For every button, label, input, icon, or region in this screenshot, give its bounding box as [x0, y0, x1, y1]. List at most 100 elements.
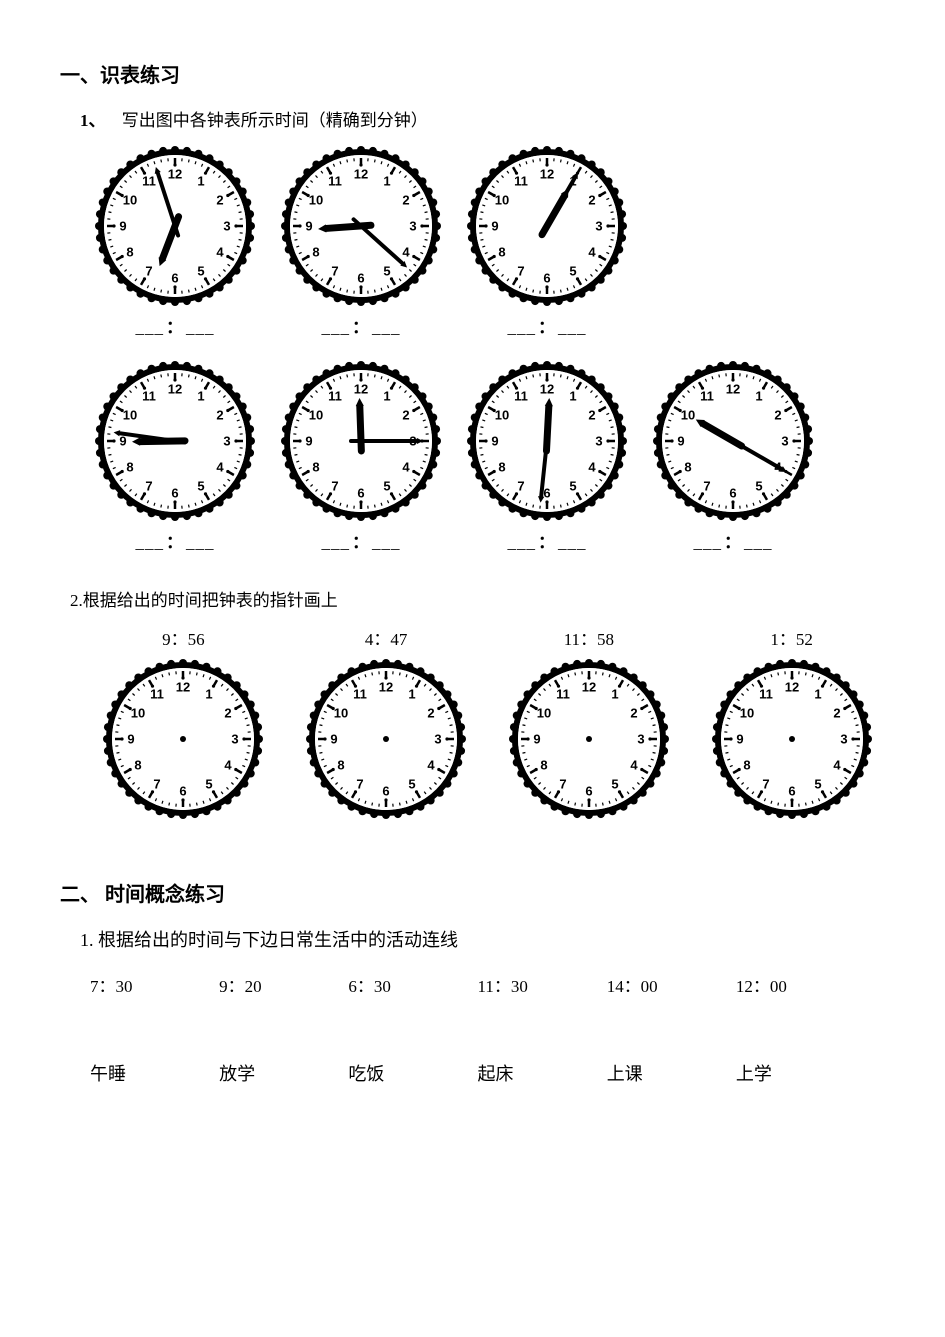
q1-num: 1、	[80, 111, 106, 130]
svg-text:8: 8	[126, 245, 133, 260]
svg-text:11: 11	[514, 389, 528, 404]
svg-text:12: 12	[354, 382, 368, 397]
svg-text:7: 7	[154, 776, 161, 791]
svg-text:10: 10	[123, 193, 137, 208]
svg-text:6: 6	[543, 486, 550, 501]
svg-text:9: 9	[305, 434, 312, 449]
svg-text:3: 3	[232, 731, 239, 746]
svg-text:4: 4	[428, 757, 436, 772]
svg-text:2: 2	[588, 193, 595, 208]
svg-text:2: 2	[216, 408, 223, 423]
match-activity: 吃饭	[348, 1060, 477, 1089]
q1-text: 写出图中各钟表所示时间（精确到分钟）	[122, 111, 428, 130]
svg-text:5: 5	[755, 479, 762, 494]
svg-text:7: 7	[331, 479, 338, 494]
svg-text:5: 5	[383, 264, 390, 279]
svg-text:6: 6	[180, 783, 187, 798]
svg-text:7: 7	[559, 776, 566, 791]
svg-text:8: 8	[135, 757, 142, 772]
time-label: 1：52	[770, 626, 813, 653]
q2-label: 2.根据给出的时间把钟表的指针画上	[70, 587, 885, 614]
svg-text:12: 12	[379, 679, 393, 694]
svg-text:11: 11	[151, 686, 165, 701]
svg-text:11: 11	[514, 174, 528, 189]
svg-text:8: 8	[743, 757, 750, 772]
svg-text:7: 7	[145, 264, 152, 279]
svg-text:9: 9	[491, 434, 498, 449]
svg-text:1: 1	[383, 174, 390, 189]
svg-text:9: 9	[128, 731, 135, 746]
svg-text:10: 10	[495, 193, 509, 208]
svg-text:3: 3	[595, 434, 602, 449]
svg-text:10: 10	[131, 705, 145, 720]
svg-text:6: 6	[788, 783, 795, 798]
match-time: 12：00	[736, 973, 865, 1000]
svg-text:5: 5	[409, 776, 416, 791]
svg-text:6: 6	[357, 271, 364, 286]
match-time: 7：30	[90, 973, 219, 1000]
svg-text:10: 10	[334, 705, 348, 720]
match-activity: 上学	[736, 1060, 865, 1089]
answer-blank: ___：___	[508, 314, 587, 341]
answer-blank: ___：___	[694, 529, 773, 556]
clock-item: 123456789101112___：___	[276, 146, 446, 341]
svg-text:6: 6	[171, 486, 178, 501]
svg-text:12: 12	[176, 679, 190, 694]
answer-blank: ___：___	[136, 314, 215, 341]
clock-item: 123456789101112___：___	[462, 361, 632, 556]
svg-text:9: 9	[331, 731, 338, 746]
svg-text:7: 7	[331, 264, 338, 279]
svg-text:12: 12	[540, 382, 554, 397]
svg-text:3: 3	[637, 731, 644, 746]
clock-item: 123456789101112___：___	[462, 146, 632, 341]
svg-text:8: 8	[337, 757, 344, 772]
svg-text:9: 9	[305, 219, 312, 234]
svg-text:8: 8	[126, 460, 133, 475]
svg-text:10: 10	[309, 193, 323, 208]
svg-text:3: 3	[840, 731, 847, 746]
answer-blank: ___：___	[508, 529, 587, 556]
svg-text:6: 6	[543, 271, 550, 286]
svg-text:6: 6	[357, 486, 364, 501]
q1-label: 1、 写出图中各钟表所示时间（精确到分钟）	[80, 107, 885, 134]
svg-text:1: 1	[611, 686, 618, 701]
svg-text:6: 6	[729, 486, 736, 501]
svg-text:12: 12	[354, 167, 368, 182]
svg-text:9: 9	[491, 219, 498, 234]
svg-text:4: 4	[216, 460, 224, 475]
svg-text:8: 8	[312, 460, 319, 475]
svg-text:7: 7	[703, 479, 710, 494]
svg-text:5: 5	[611, 776, 618, 791]
match-activity: 放学	[219, 1060, 348, 1089]
section2-title: 二、 时间概念练习	[60, 879, 885, 911]
section2-q1-label: 1. 根据给出的时间与下边日常生活中的活动连线	[80, 926, 885, 955]
svg-text:10: 10	[495, 408, 509, 423]
svg-text:12: 12	[540, 167, 554, 182]
svg-text:4: 4	[225, 757, 233, 772]
svg-text:6: 6	[383, 783, 390, 798]
svg-text:1: 1	[206, 686, 213, 701]
svg-text:1: 1	[197, 174, 204, 189]
time-label: 11：58	[564, 626, 614, 653]
svg-text:4: 4	[216, 245, 224, 260]
svg-text:8: 8	[312, 245, 319, 260]
svg-text:5: 5	[197, 479, 204, 494]
svg-text:1: 1	[383, 389, 390, 404]
svg-text:2: 2	[774, 408, 781, 423]
svg-text:10: 10	[681, 408, 695, 423]
svg-text:10: 10	[309, 408, 323, 423]
svg-text:1: 1	[814, 686, 821, 701]
svg-text:3: 3	[781, 434, 788, 449]
svg-text:11: 11	[700, 389, 714, 404]
clock-item-blank: 4：47123456789101112	[293, 626, 480, 819]
clock-item-blank: 11：58123456789101112	[496, 626, 683, 819]
svg-text:9: 9	[533, 731, 540, 746]
svg-text:2: 2	[402, 408, 409, 423]
match-acts-row: 午睡放学吃饭起床上课上学	[90, 1060, 865, 1089]
clock-item-blank: 1：52123456789101112	[698, 626, 885, 819]
svg-text:4: 4	[402, 460, 410, 475]
clock-item: 123456789101112___：___	[276, 361, 446, 556]
svg-text:1: 1	[409, 686, 416, 701]
svg-text:7: 7	[517, 479, 524, 494]
clock-item: 123456789101112___：___	[90, 361, 260, 556]
